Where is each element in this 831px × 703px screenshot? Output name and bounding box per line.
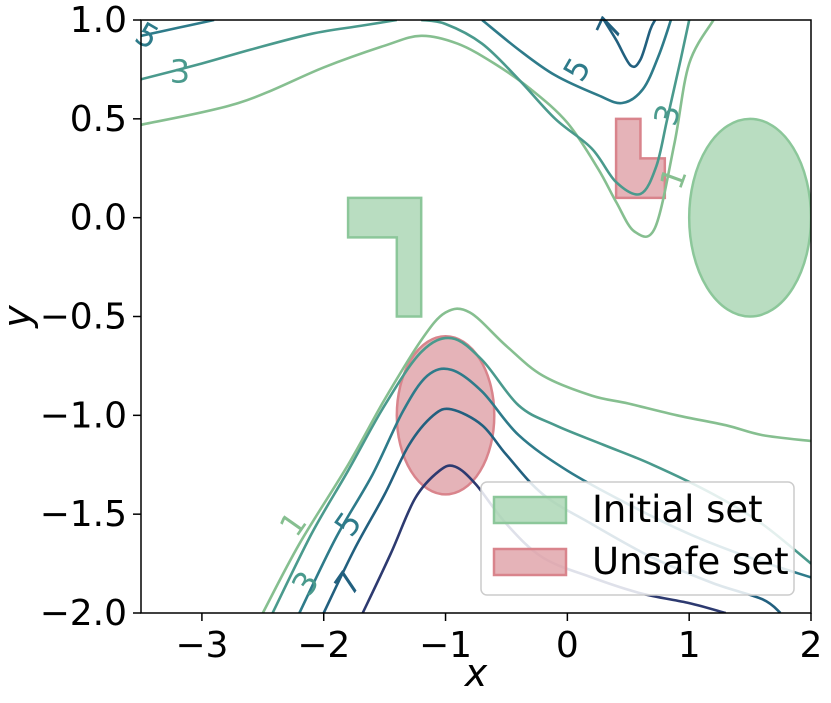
contour-label-2: 5 <box>327 505 370 543</box>
y-tick-label: −2.0 <box>40 593 127 634</box>
x-tick-label: 0 <box>556 625 579 666</box>
regions-layer <box>346 117 811 496</box>
contour-level-1-segment-1 <box>261 307 811 613</box>
contour-label-6: 5 <box>556 51 599 88</box>
legend-swatch-initial-set <box>492 495 568 525</box>
y-tick-label: −1.5 <box>40 494 127 535</box>
y-tick-label: 1.0 <box>70 0 127 41</box>
contour-level-7-segment-0 <box>602 20 657 69</box>
x-tick-label: 2 <box>800 625 823 666</box>
y-tick-label: −1.0 <box>40 395 127 436</box>
initial-set-region-1 <box>687 117 811 318</box>
contour-label-4: 3 <box>170 52 190 90</box>
y-axis-label: y <box>0 305 39 329</box>
x-tick-label: −3 <box>175 625 228 666</box>
x-ticks: −3 −2 −1 0 1 2 <box>175 613 822 666</box>
contour-level-3-segment-1 <box>420 20 691 196</box>
contour-level-3-segment-0 <box>141 20 398 81</box>
x-tick-label: −1 <box>419 625 472 666</box>
contour-level-5-segment-0 <box>141 20 215 38</box>
contour-level-1-segment-0 <box>141 20 715 239</box>
x-tick-label: 1 <box>678 625 701 666</box>
y-tick-label: 0.5 <box>70 99 127 140</box>
contour-label-7: 7 <box>588 11 631 46</box>
x-axis-label: x <box>464 651 488 695</box>
contour-label-3: 7 <box>327 564 370 602</box>
legend-label-initial-set: Initial set <box>592 488 763 531</box>
x-tick-label: −2 <box>297 625 350 666</box>
legend-label-unsafe-set: Unsafe set <box>592 540 789 583</box>
legend-swatch-unsafe-set <box>492 547 568 577</box>
contour-level-5-segment-1 <box>481 20 673 105</box>
y-tick-label: −0.5 <box>40 297 127 338</box>
unsafe-set-region-3 <box>395 335 496 496</box>
initial-set-region-0 <box>346 196 423 318</box>
y-ticks: −2.0 −1.5 −1.0 −0.5 0.0 0.5 1.0 <box>40 0 141 634</box>
y-tick-label: 0.0 <box>70 198 127 239</box>
legend: Initial set Unsafe set <box>480 481 795 596</box>
